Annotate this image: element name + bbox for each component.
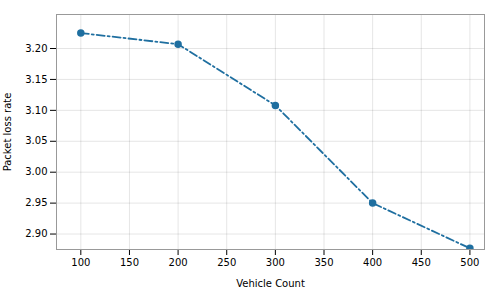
svg-text:250: 250 — [217, 257, 236, 268]
svg-text:100: 100 — [71, 257, 90, 268]
svg-text:3.20: 3.20 — [25, 43, 47, 54]
svg-text:350: 350 — [314, 257, 333, 268]
svg-text:300: 300 — [266, 257, 285, 268]
svg-text:3.10: 3.10 — [25, 105, 47, 116]
svg-text:200: 200 — [169, 257, 188, 268]
svg-text:400: 400 — [363, 257, 382, 268]
svg-text:Vehicle Count: Vehicle Count — [236, 278, 305, 289]
svg-text:3.15: 3.15 — [25, 74, 47, 85]
svg-text:2.95: 2.95 — [25, 197, 47, 208]
svg-text:2.90: 2.90 — [25, 228, 47, 239]
svg-text:3.00: 3.00 — [25, 166, 47, 177]
svg-text:Packet loss rate: Packet loss rate — [2, 93, 13, 172]
svg-text:500: 500 — [460, 257, 479, 268]
svg-text:3.05: 3.05 — [25, 135, 47, 146]
svg-text:150: 150 — [120, 257, 139, 268]
svg-text:450: 450 — [412, 257, 431, 268]
